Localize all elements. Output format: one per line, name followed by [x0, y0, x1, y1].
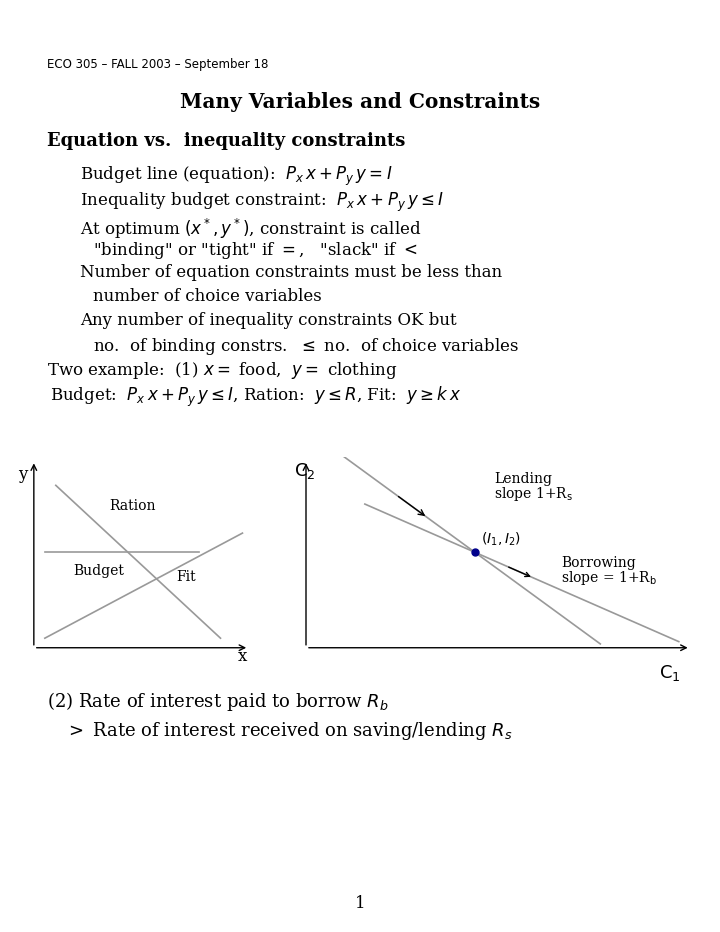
Text: ECO 305 – FALL 2003 – September 18: ECO 305 – FALL 2003 – September 18 [47, 58, 269, 71]
Text: 1: 1 [355, 895, 365, 912]
Text: no.  of binding constrs.  $\leq$ no.  of choice variables: no. of binding constrs. $\leq$ no. of ch… [93, 336, 519, 357]
Text: number of choice variables: number of choice variables [93, 288, 322, 305]
Text: Ration: Ration [109, 500, 156, 514]
Text: Two example:  (1) $x=$ food,  $y=$ clothing: Two example: (1) $x=$ food, $y=$ clothin… [47, 360, 397, 381]
Text: Lending: Lending [495, 472, 552, 486]
Text: Budget:  $P_x\,x + P_y\,y \leq I$, Ration:  $y \leq R$, Fit:  $y \geq k\,x$: Budget: $P_x\,x + P_y\,y \leq I$, Ration… [50, 385, 461, 409]
Text: $\mathrm{C}_1$: $\mathrm{C}_1$ [660, 663, 681, 683]
Text: slope 1+R$_\mathrm{s}$: slope 1+R$_\mathrm{s}$ [495, 486, 573, 503]
Text: $(I_1,I_2)$: $(I_1,I_2)$ [481, 531, 521, 548]
Text: "binding" or "tight" if $=$,   "slack" if $<$: "binding" or "tight" if $=$, "slack" if … [93, 240, 418, 261]
Text: Equation vs.  inequality constraints: Equation vs. inequality constraints [47, 132, 405, 150]
Text: Borrowing: Borrowing [561, 556, 636, 570]
Text: $>$ Rate of interest received on saving/lending $R_s$: $>$ Rate of interest received on saving/… [65, 720, 513, 742]
Text: Budget: Budget [73, 564, 125, 578]
Text: (2) Rate of interest paid to borrow $R_b$: (2) Rate of interest paid to borrow $R_b… [47, 690, 389, 713]
Text: Number of equation constraints must be less than: Number of equation constraints must be l… [80, 264, 502, 281]
Text: $\mathrm{C}_2$: $\mathrm{C}_2$ [294, 460, 316, 481]
Text: x: x [238, 648, 248, 665]
Text: y: y [19, 466, 28, 483]
Text: At optimum $(x^*, y^*)$, constraint is called: At optimum $(x^*, y^*)$, constraint is c… [80, 217, 421, 241]
Text: Inequality budget constraint:  $P_x\,x + P_y\,y \leq I$: Inequality budget constraint: $P_x\,x + … [80, 191, 444, 214]
Text: Budget line (equation):  $P_x\,x + P_y\,y = I$: Budget line (equation): $P_x\,x + P_y\,y… [80, 165, 392, 188]
Text: slope = 1+R$_\mathrm{b}$: slope = 1+R$_\mathrm{b}$ [561, 569, 657, 587]
Text: Any number of inequality constraints OK but: Any number of inequality constraints OK … [80, 312, 456, 329]
Text: Fit: Fit [176, 569, 197, 583]
Text: Many Variables and Constraints: Many Variables and Constraints [180, 92, 540, 112]
